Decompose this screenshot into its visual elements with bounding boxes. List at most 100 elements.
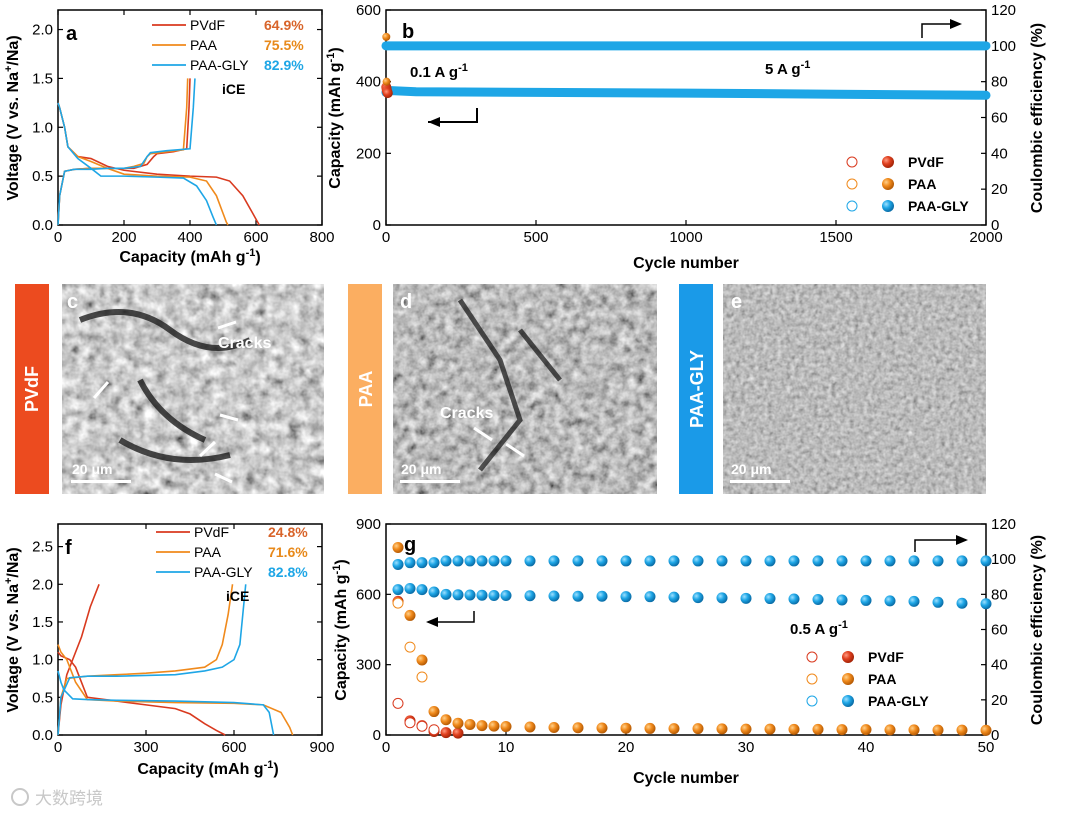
chart-a-ytick-label: 2.0 xyxy=(32,22,53,39)
crack-dark-c xyxy=(78,309,252,463)
chart-g-point-paa-capacity xyxy=(764,723,776,735)
chart-a-xtick-label: 800 xyxy=(309,229,334,246)
chart-g-point-paa-capacity xyxy=(788,723,800,735)
chart-g-point-paa-gly-capacity xyxy=(956,597,968,609)
sem-side-label-c: PVdF xyxy=(22,366,42,412)
chart-b-legend-filled-marker xyxy=(882,178,894,190)
chart-g-point-paa-gly-ce xyxy=(524,555,536,567)
chart-g-y2label: Coulombic efficiency (%) xyxy=(1029,535,1046,725)
chart-g-point-paa-gly-ce xyxy=(428,557,440,569)
chart-g-point-paa-gly-ce xyxy=(764,555,776,567)
chart-b-y2tick-label: 60 xyxy=(991,110,1008,127)
arrow-c3 xyxy=(219,413,239,422)
arrow-d2 xyxy=(505,442,525,458)
chart-a-xlabel: Capacity (mAh g-1) xyxy=(119,247,260,266)
chart-b-point-early-ce xyxy=(382,32,391,41)
chart-g-xtick-label: 0 xyxy=(382,739,390,756)
chart-a-xtick-label: 0 xyxy=(54,229,62,246)
crack-dark-d xyxy=(457,298,562,472)
chart-g-point-paa-gly-ce xyxy=(476,555,488,567)
arrow-c2 xyxy=(92,381,110,399)
chart-g-ytick-label: 600 xyxy=(356,586,381,603)
chart-g-point-paa-gly-ce xyxy=(548,555,560,567)
chart-b-panel-label: b xyxy=(402,21,414,43)
chart-g-xtick-label: 20 xyxy=(618,739,635,756)
arrow-c1 xyxy=(217,320,237,330)
chart-a-ytick-label: 1.5 xyxy=(32,70,53,87)
chart-b-legend-filled-marker xyxy=(882,156,894,168)
chart-g-xtick-label: 10 xyxy=(498,739,515,756)
chart-g-point-paa-capacity xyxy=(548,721,560,733)
paa-band xyxy=(348,284,382,494)
chart-g-point-paa-gly-capacity xyxy=(740,592,752,604)
gly-band xyxy=(679,284,713,494)
chart-b: 0 500 1000 1500 2000020040060002040608010012… xyxy=(325,2,1046,272)
scale-text-c: 20 μm xyxy=(72,461,112,477)
chart-f-ylabel: Voltage (V vs. Na+/Na) xyxy=(3,547,22,712)
chart-g-arrow-left-axis xyxy=(428,611,475,623)
chart-b-point-early-ce xyxy=(382,77,391,86)
chart-g-point-paa-gly-capacity xyxy=(788,593,800,605)
panel-label-d: d xyxy=(400,291,412,313)
chart-g-point-paa-capacity xyxy=(476,720,488,732)
chart-g-point-paa-gly-capacity xyxy=(464,589,476,601)
chart-a-xtick-label: 200 xyxy=(111,229,136,246)
chart-g-point-paa-capacity xyxy=(740,723,752,735)
chart-b-arrow-left-axis xyxy=(428,108,478,123)
chart-b-arrow-right-axis xyxy=(921,23,960,38)
chart-g-point-paa-gly-ce xyxy=(404,557,416,569)
chart-f-series-pvdf-charge xyxy=(57,583,100,736)
chart-g-legend-open-marker xyxy=(806,695,818,707)
chart-g-point-paa-capacity xyxy=(464,718,476,730)
chart-a-panel-label: a xyxy=(66,23,78,45)
cracks-label-d: Cracks xyxy=(440,405,493,422)
chart-b-ytick-label: 400 xyxy=(356,74,381,91)
chart-g-y2tick-label: 80 xyxy=(991,586,1008,603)
chart-g-point-paa-capacity xyxy=(428,706,440,718)
chart-g-ytick-label: 0 xyxy=(373,727,381,744)
chart-g-point-paa-capacity xyxy=(392,541,404,553)
sem-image-d xyxy=(393,284,657,494)
chart-g-point-paa-gly-ce xyxy=(908,555,920,567)
chart-g-point-paa-capacity xyxy=(980,724,992,736)
sem-side-label-d: PAA xyxy=(356,371,376,408)
chart-g-point-paa-capacity xyxy=(692,723,704,735)
chart-g-ytick-label: 900 xyxy=(356,516,381,533)
watermark: 大数跨境 xyxy=(11,788,103,808)
chart-g-point-pvdf-capacity xyxy=(452,727,464,739)
panel-label-c: c xyxy=(67,291,78,313)
chart-g-point-paa-gly-capacity xyxy=(980,598,992,610)
chart-g-y2tick-label: 0 xyxy=(991,727,999,744)
chart-a-legend-label: PAA xyxy=(190,37,218,53)
chart-g-point-paa-capacity xyxy=(860,724,872,736)
chart-g-point-paa-gly-ce xyxy=(836,555,848,567)
chart-b-legend-label: PVdF xyxy=(908,154,944,170)
chart-a-legend-note: iCE xyxy=(222,81,245,97)
chart-b-xtick-label: 0 xyxy=(382,229,390,246)
scale-bar-e xyxy=(730,480,790,483)
chart-b-xtick-label: 1500 xyxy=(819,229,852,246)
chart-g-point-pvdf-ce xyxy=(416,720,428,732)
chart-f-ytick-label: 1.0 xyxy=(32,652,53,669)
chart-g-point-paa-capacity xyxy=(440,714,452,726)
chart-g-point-paa-gly-ce xyxy=(716,555,728,567)
chart-g-xtick-label: 30 xyxy=(738,739,755,756)
chart-f-ytick-label: 2.5 xyxy=(32,539,53,556)
chart-g-y2tick-label: 40 xyxy=(991,657,1008,674)
chart-f-panel-label: f xyxy=(65,537,72,559)
chart-g-point-paa-gly-ce xyxy=(884,555,896,567)
chart-g-point-paa-capacity xyxy=(572,722,584,734)
chart-f-legend-label: PAA xyxy=(194,544,222,560)
chart-g-point-paa-capacity xyxy=(884,724,896,736)
scale-text-e: 20 μm xyxy=(731,461,771,477)
chart-b-ytick-label: 600 xyxy=(356,2,381,19)
chart-g-point-paa-ce xyxy=(392,597,404,609)
chart-g-arrow-right-axis xyxy=(914,539,966,552)
scale-bar-c xyxy=(71,480,131,483)
chart-g-annotation-rate: 0.5 A g-1 xyxy=(790,619,848,638)
chart-f-legend-value: 24.8% xyxy=(268,524,308,540)
chart-g-point-paa-gly-ce xyxy=(452,555,464,567)
chart-g-point-paa-gly-capacity xyxy=(524,590,536,602)
chart-g-xlabel: Cycle number xyxy=(633,770,739,787)
chart-g-point-paa-gly-capacity xyxy=(620,591,632,603)
